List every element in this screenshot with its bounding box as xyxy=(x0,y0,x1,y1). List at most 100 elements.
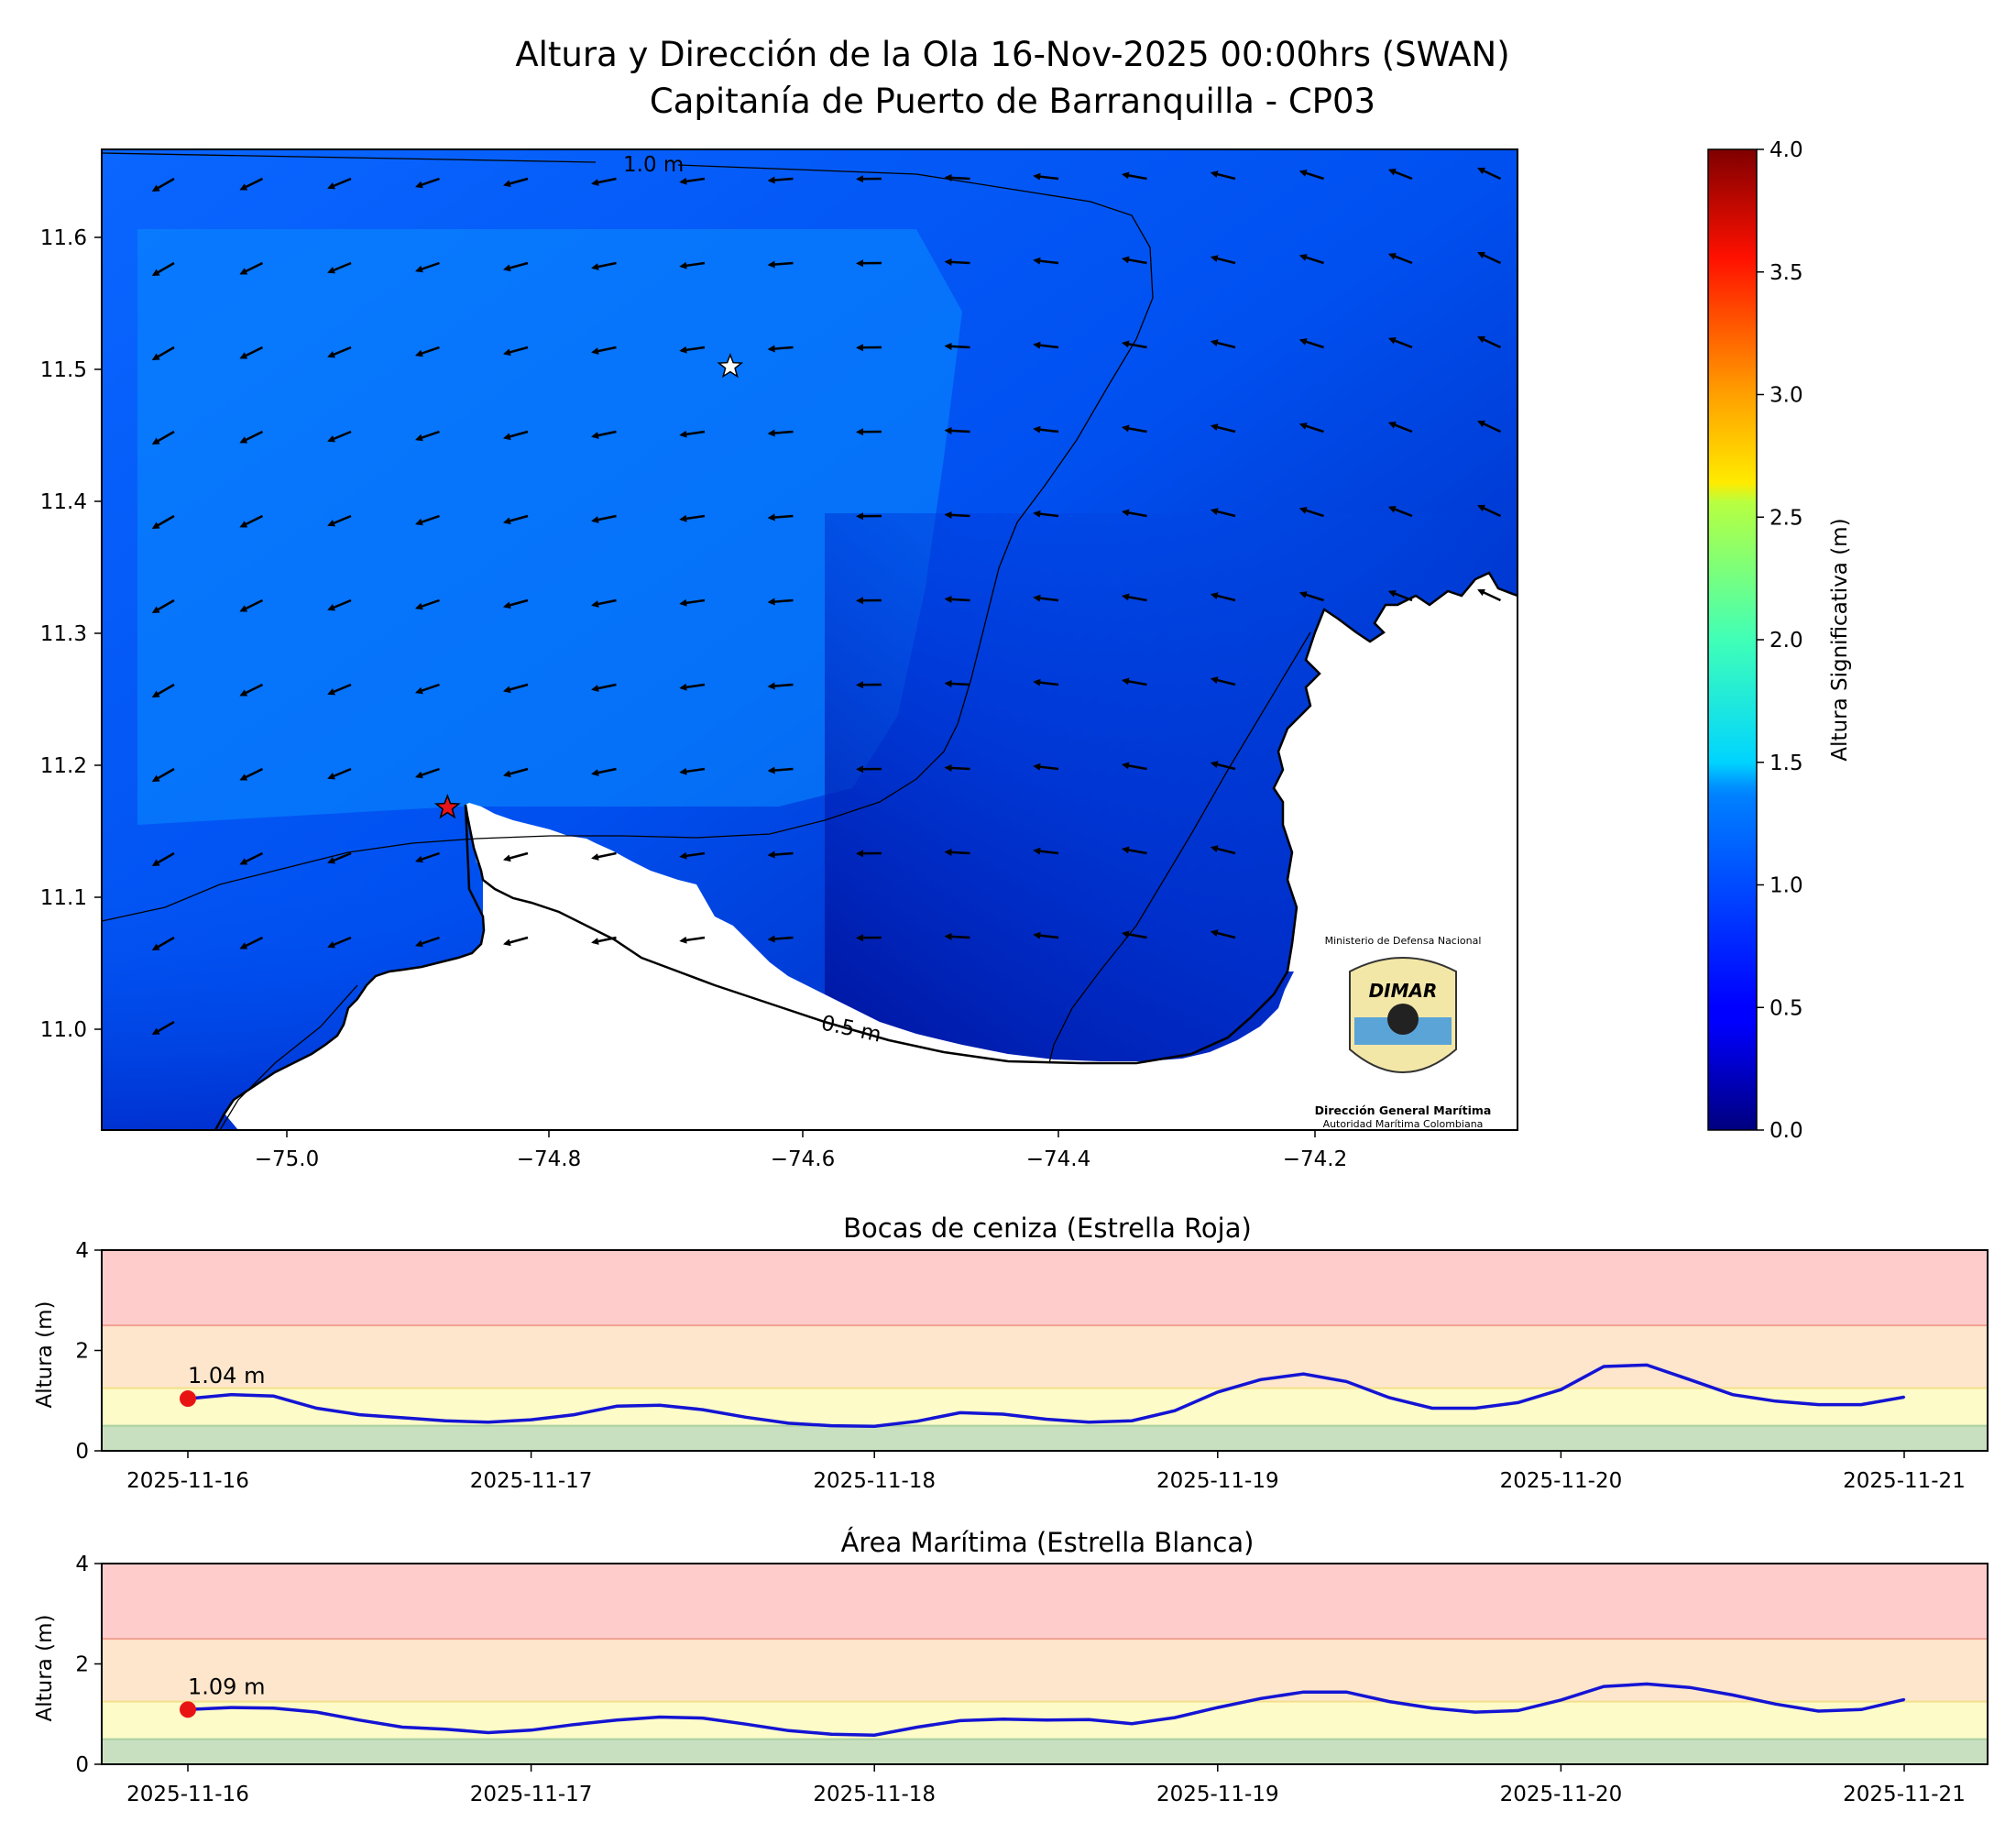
wave-arrow xyxy=(944,932,970,940)
wave-arrow xyxy=(1121,762,1147,771)
map-xtick-label: −74.4 xyxy=(1026,1147,1090,1171)
wave-arrow xyxy=(151,936,175,951)
wave-arrow xyxy=(944,510,970,519)
map-yaxis: 11.6 11.5 11.4 11.3 11.2 11.1 11.0 xyxy=(40,226,102,1042)
logo-ministry-text: Ministerio de Defensa Nacional xyxy=(1325,935,1482,947)
series-point xyxy=(1731,1393,1734,1396)
timeseries-panel-red: Bocas de ceniza (Estrella Roja) Altura (… xyxy=(33,1213,1989,1493)
map-ytick-label: 11.2 xyxy=(40,754,87,778)
wave-arrow xyxy=(415,936,440,948)
wave-arrow xyxy=(1298,170,1324,181)
series-point xyxy=(1902,1698,1906,1701)
series-point xyxy=(1560,1388,1562,1391)
series-point xyxy=(873,1424,876,1428)
series-point xyxy=(701,1717,705,1719)
wave-arrow xyxy=(239,346,264,359)
series-point xyxy=(1430,1707,1434,1709)
wave-arrow xyxy=(679,261,706,269)
series-point xyxy=(1430,1407,1434,1410)
figure-title-line2: Capitanía de Puerto de Barranquilla - CP… xyxy=(650,82,1375,121)
wave-arrow xyxy=(591,851,617,861)
wave-arrow xyxy=(151,683,175,698)
series-point xyxy=(915,1420,919,1422)
wave-arrow xyxy=(1121,424,1147,434)
series-point xyxy=(573,1413,575,1416)
wave-arrow xyxy=(1210,170,1236,181)
wave-arrow xyxy=(239,851,264,865)
ts-xtick-label: 2025-11-19 xyxy=(1156,1469,1279,1493)
wave-arrow xyxy=(1477,335,1502,349)
ts-xtick-label: 2025-11-16 xyxy=(126,1469,249,1493)
series-point xyxy=(487,1731,489,1734)
wave-arrow xyxy=(767,429,794,437)
colorbar-tick-label: 3.5 xyxy=(1769,261,1803,285)
wave-arrow xyxy=(151,767,175,783)
series-point xyxy=(959,1719,962,1722)
series-point xyxy=(1774,1703,1777,1706)
wave-arrow xyxy=(944,173,970,181)
series-point xyxy=(1216,1390,1220,1394)
wave-arrow xyxy=(591,598,617,608)
series-point xyxy=(229,1706,233,1709)
threshold-band xyxy=(102,1564,1988,1640)
series-point xyxy=(701,1408,705,1411)
series-point xyxy=(272,1707,275,1709)
wave-arrow xyxy=(1477,167,1502,181)
timeseries-panel-white: Área Marítima (Estrella Blanca) Altura (… xyxy=(33,1527,1989,1806)
wave-arrow xyxy=(327,851,352,864)
wave-arrow xyxy=(1033,425,1059,434)
ts-ytick-label: 4 xyxy=(75,1553,89,1576)
map-ytick-label: 11.3 xyxy=(40,622,87,646)
wave-arrow xyxy=(591,936,617,945)
wave-arrow xyxy=(151,346,175,361)
wave-arrow xyxy=(679,851,706,860)
wave-arrow xyxy=(767,935,794,943)
wave-arrow xyxy=(1121,930,1147,939)
wave-arrow xyxy=(1477,588,1502,602)
current-value-dot xyxy=(180,1390,196,1408)
colorbar-gradient xyxy=(1707,148,1758,1131)
wave-arrow xyxy=(679,936,706,944)
wave-arrow xyxy=(1387,505,1413,518)
wave-arrow xyxy=(944,595,970,603)
threshold-band xyxy=(102,1325,1988,1388)
ts-xtick-label: 2025-11-16 xyxy=(126,1783,249,1806)
series-point xyxy=(487,1421,489,1423)
wave-arrow xyxy=(1387,336,1413,349)
ts-ytick-label: 2 xyxy=(75,1653,89,1677)
wave-arrows xyxy=(151,167,1502,1036)
wave-arrow xyxy=(767,176,794,184)
series-point xyxy=(1645,1364,1649,1367)
series-point xyxy=(1817,1403,1820,1406)
wave-arrow xyxy=(415,177,440,189)
wave-arrow xyxy=(502,683,529,694)
wave-arrow xyxy=(1298,254,1324,265)
wave-arrow xyxy=(1033,678,1059,686)
wave-arrow xyxy=(591,430,617,439)
series-point xyxy=(444,1419,447,1422)
figure-title-line1: Altura y Dirección de la Ola 16-Nov-2025… xyxy=(515,35,1509,74)
wave-arrow xyxy=(151,851,175,867)
ts-xtick-label: 2025-11-18 xyxy=(813,1783,936,1806)
wave-arrow xyxy=(151,430,175,445)
series-point xyxy=(1173,1716,1177,1719)
wave-arrow xyxy=(1210,845,1236,855)
series-point xyxy=(873,1734,876,1737)
ts-xtick-label: 2025-11-21 xyxy=(1843,1469,1966,1493)
map-xtick-label: −74.8 xyxy=(517,1147,581,1171)
series-point xyxy=(787,1729,790,1732)
ts-ytick-label: 0 xyxy=(75,1440,89,1464)
wave-arrow xyxy=(1387,589,1413,602)
ts-title: Área Marítima (Estrella Blanca) xyxy=(841,1527,1255,1558)
wave-arrow xyxy=(1387,252,1413,265)
wave-arrow xyxy=(679,430,706,438)
colorbar-tick-label: 1.5 xyxy=(1769,752,1803,775)
colorbar: 0.0 0.5 1.0 1.5 2.0 2.5 3.0 3.5 4.0 Altura Signi… xyxy=(1707,138,1852,1143)
map-panel: 1.0 m 0.5 m Ministerio de Defensa Nacion… xyxy=(40,148,1518,1171)
series-point xyxy=(1474,1710,1476,1714)
threshold-band xyxy=(102,1639,1988,1702)
wave-arrow xyxy=(415,261,440,273)
logo-sub-text: Autoridad Marítima Colombiana xyxy=(1323,1118,1484,1130)
wave-arrow xyxy=(1121,340,1147,349)
current-value-label: 1.09 m xyxy=(188,1674,265,1699)
